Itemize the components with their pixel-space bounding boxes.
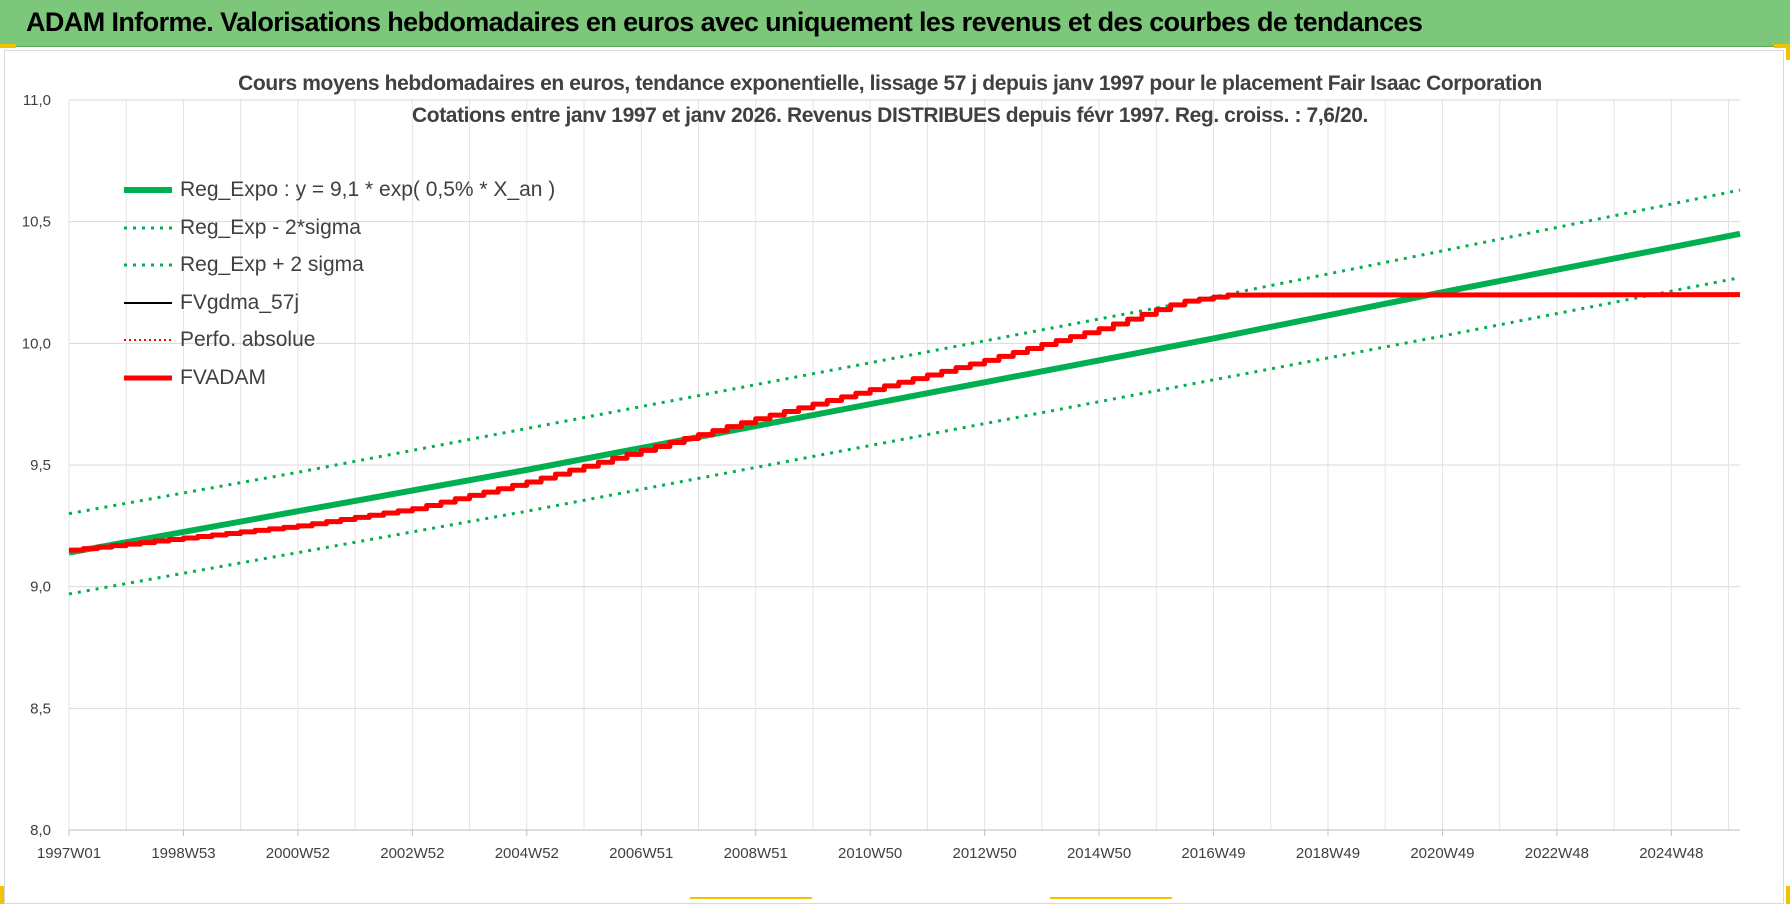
x-tick-label: 2012W50	[953, 845, 1017, 862]
x-tick-label: 2020W49	[1410, 845, 1474, 862]
frame-handle-bottom-mid-2[interactable]	[1050, 897, 1172, 899]
legend-swatch	[124, 187, 172, 193]
x-tick-label: 2006W51	[609, 845, 673, 862]
legend-label: Reg_Exp - 2*sigma	[180, 215, 361, 239]
frame-handle-bottom-right[interactable]	[1786, 886, 1790, 904]
x-tick-label: 1997W01	[37, 845, 101, 862]
legend-label: FVADAM	[180, 365, 266, 389]
series-line-1	[68, 276, 1741, 596]
y-tick-label: 8,0	[30, 822, 51, 839]
report-banner: ADAM Informe. Valorisations hebdomadaire…	[0, 0, 1790, 47]
x-tick-label: 2004W52	[495, 845, 559, 862]
x-tick-label: 2002W52	[380, 845, 444, 862]
chart-title-line1: Cours moyens hebdomadaires en euros, ten…	[238, 72, 1542, 95]
legend-swatch	[124, 263, 172, 267]
y-tick-label: 10,0	[22, 335, 51, 352]
series-line-0	[68, 230, 1741, 556]
frame-handle-top-right[interactable]	[1774, 44, 1790, 48]
frame-handle-bottom-mid-1[interactable]	[690, 897, 812, 899]
legend-swatch	[124, 226, 172, 229]
x-tick-label: 2010W50	[838, 845, 902, 862]
legend-label: Perfo. absolue	[180, 328, 316, 351]
series-line-5	[69, 292, 1741, 553]
x-tick-label: 1998W53	[151, 845, 215, 862]
y-tick-label: 9,5	[30, 457, 51, 474]
series-line-2	[68, 188, 1741, 516]
frame-handle-bottom-left[interactable]	[0, 886, 4, 904]
legend-label: Reg_Expo : y = 9,1 * exp( 0,5% * X_an )	[180, 178, 556, 201]
x-tick-label: 2016W49	[1181, 845, 1245, 862]
legend-swatch	[124, 339, 172, 341]
legend-swatch	[124, 375, 172, 380]
y-tick-label: 9,0	[30, 579, 51, 596]
x-tick-label: 2008W51	[724, 845, 788, 862]
y-tick-label: 11,0	[23, 92, 51, 109]
x-tick-label: 2000W52	[266, 845, 330, 862]
legend-swatch	[124, 301, 172, 304]
frame-handle-right[interactable]	[1786, 44, 1790, 60]
legend-label: FVgdma_57j	[180, 290, 300, 314]
chart-title-line2: Cotations entre janv 1997 et janv 2026. …	[412, 104, 1368, 127]
banner-title: ADAM Informe. Valorisations hebdomadaire…	[26, 7, 1423, 37]
y-tick-label: 8,5	[30, 700, 51, 717]
legend-label: Reg_Exp + 2 sigma	[180, 253, 364, 276]
x-tick-label: 2014W50	[1067, 845, 1131, 862]
chart-frame	[4, 50, 1784, 904]
y-tick-label: 10,5	[22, 214, 51, 231]
x-tick-label: 2022W48	[1525, 845, 1589, 862]
x-tick-label: 2024W48	[1639, 845, 1703, 862]
frame-handle-top-left[interactable]	[0, 44, 16, 48]
x-tick-label: 2018W49	[1296, 845, 1360, 862]
